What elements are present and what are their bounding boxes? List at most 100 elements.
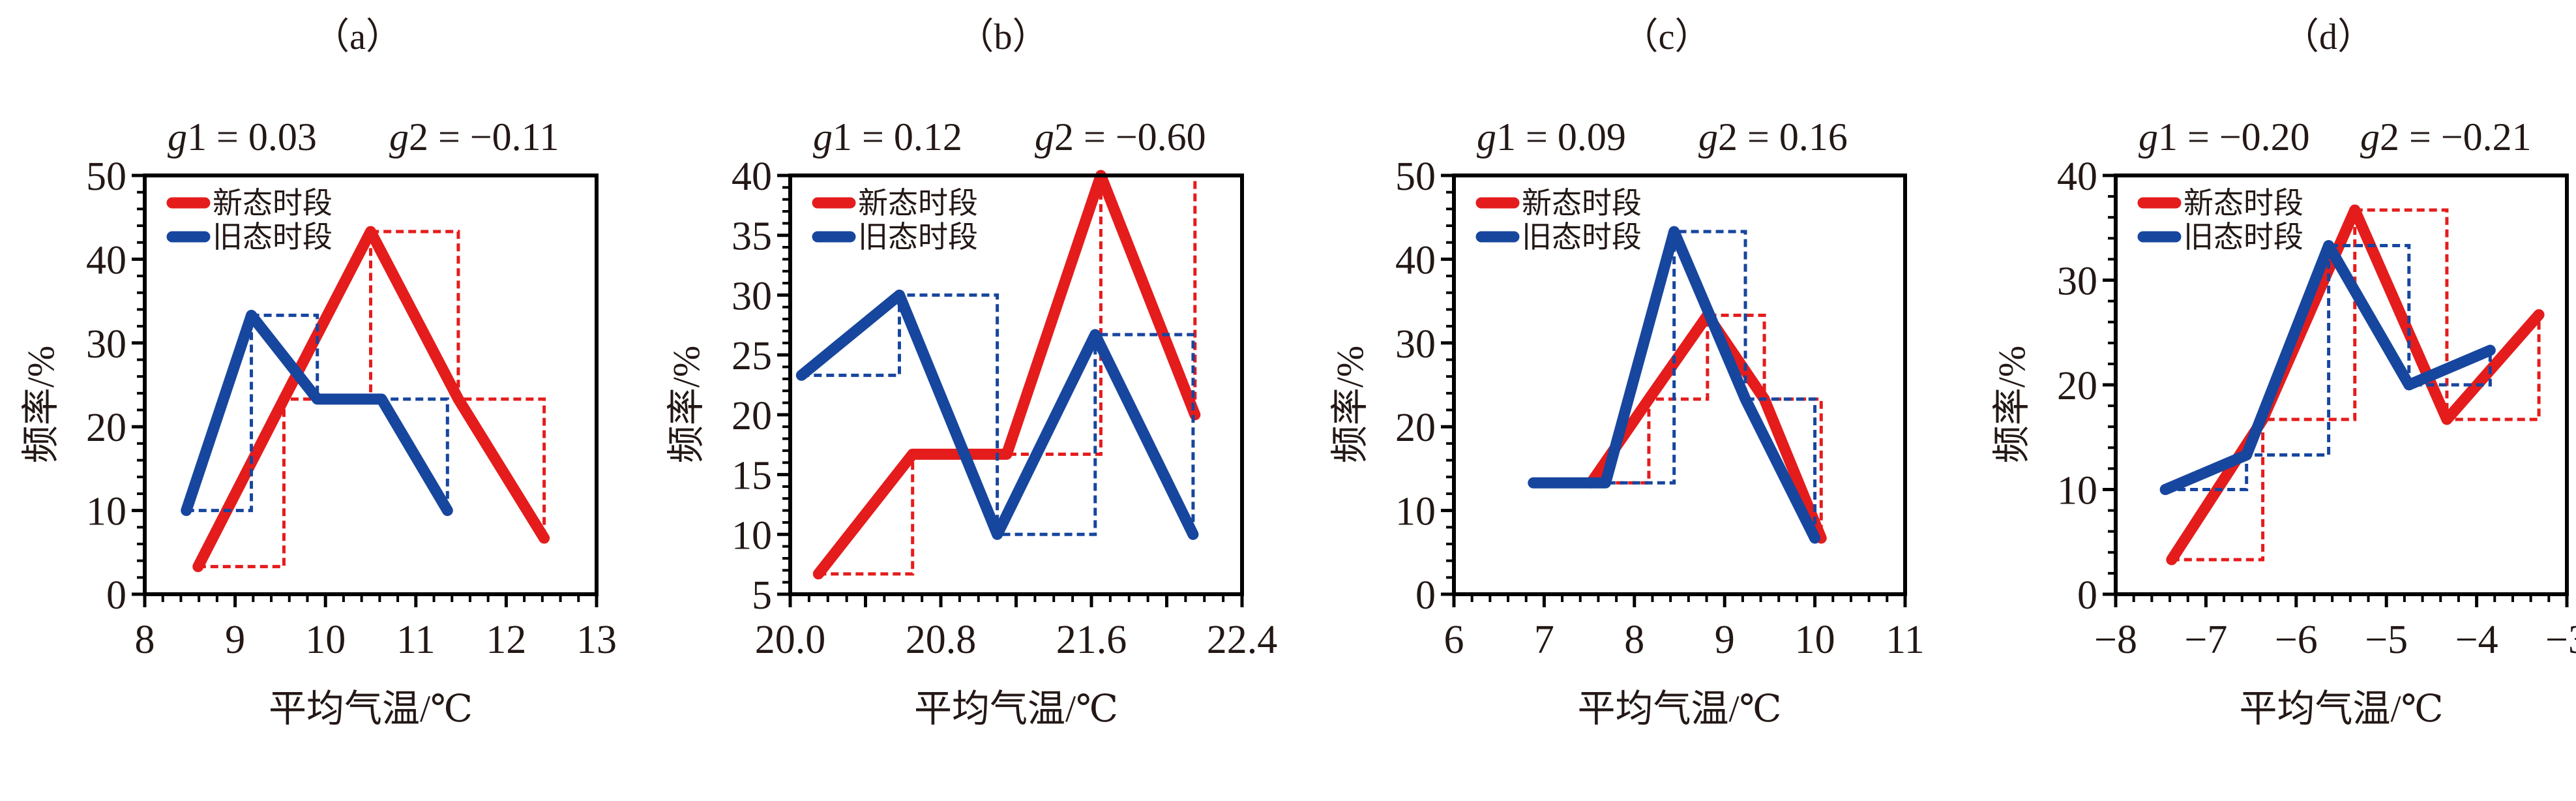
g-symbol: g	[1698, 115, 1718, 159]
legend-label-new: 新态时段	[213, 187, 333, 220]
y-tick-label: 30	[86, 322, 126, 367]
x-tick-label: 11	[1886, 618, 1925, 662]
y-tick-label: 15	[732, 454, 772, 498]
x-tick-label: 9	[1715, 618, 1735, 662]
legend-label-new: 新态时段	[1522, 187, 1642, 220]
g2-label: g2 = −0.21	[2360, 115, 2532, 159]
legend-label-old: 旧态时段	[213, 220, 333, 254]
y-tick-label: 40	[732, 155, 772, 199]
g-symbol: g	[2360, 115, 2380, 159]
panel-label: （b）	[958, 17, 1049, 57]
g-index: 1 = 0.09	[1496, 115, 1626, 159]
y-tick-label: 25	[732, 334, 772, 378]
x-tick-label: −5	[2365, 618, 2408, 662]
y-tick-label: 10	[2057, 469, 2097, 513]
g-symbol: g	[1035, 115, 1054, 159]
x-tick-label: 6	[1444, 618, 1464, 662]
y-tick-label: 0	[106, 573, 126, 618]
x-tick-label: −8	[2094, 618, 2137, 662]
x-axis-title: 平均气温/℃	[2240, 688, 2444, 730]
x-tick-label: 8	[1624, 618, 1644, 662]
g1-label: g1 = 0.09	[1477, 115, 1626, 159]
y-tick-label: 20	[732, 394, 772, 438]
y-tick-label: 10	[1395, 490, 1436, 534]
y-tick-label: 50	[86, 155, 126, 199]
g-index: 1 = 0.12	[833, 115, 962, 159]
g2-label: g2 = −0.60	[1035, 115, 1206, 159]
y-tick-label: 35	[732, 215, 772, 259]
x-tick-label: −4	[2455, 618, 2498, 662]
panel-label: （c）	[1622, 17, 1711, 57]
x-tick-label: −7	[2184, 618, 2227, 662]
plot-frame	[1452, 174, 1907, 596]
g2-label: g2 = 0.16	[1698, 115, 1848, 159]
x-tick-label: 10	[305, 618, 346, 662]
y-tick-label: 30	[732, 274, 772, 318]
x-tick-label: 9	[225, 618, 245, 662]
y-axis-title: 频率/%	[665, 346, 707, 463]
g1-label: g1 = −0.20	[2139, 115, 2310, 159]
x-tick-label: −6	[2275, 618, 2318, 662]
panel-label: （a）	[313, 17, 402, 57]
x-tick-label: 22.4	[1207, 618, 1278, 662]
g-index: 2 = −0.21	[2380, 115, 2532, 159]
g1-label: g1 = 0.03	[168, 115, 317, 159]
x-tick-label: 12	[486, 618, 526, 662]
g-symbol: g	[389, 115, 409, 159]
y-tick-label: 20	[1395, 406, 1436, 450]
legend-label-new: 新态时段	[858, 187, 978, 220]
series-step-1	[1533, 230, 1817, 538]
legend-label-old: 旧态时段	[1522, 220, 1642, 254]
y-tick-label: 0	[1415, 573, 1436, 618]
y-tick-label: 5	[752, 573, 772, 618]
g-index: 2 = −0.11	[409, 115, 559, 159]
chart-panel-b: （b）g1 = 0.12 g2 = −0.6051015202530354020.…	[665, 17, 1277, 730]
g2-label: g2 = −0.11	[389, 115, 559, 159]
y-tick-label: 40	[1395, 238, 1436, 282]
x-tick-label: 20.0	[755, 618, 826, 662]
panel-label: （d）	[2283, 17, 2374, 57]
x-tick-label: 11	[396, 618, 436, 662]
y-tick-label: 10	[86, 490, 126, 534]
x-axis-title: 平均气温/℃	[269, 688, 473, 730]
x-tick-label: 13	[576, 618, 617, 662]
g1-label: g1 = 0.12	[813, 115, 962, 159]
y-tick-label: 10	[732, 513, 772, 558]
series-step-1	[2165, 244, 2492, 491]
y-tick-label: 0	[2077, 573, 2097, 618]
g-index: 2 = 0.16	[1718, 115, 1848, 159]
plot-frame	[143, 174, 599, 596]
y-tick-label: 20	[2057, 364, 2097, 408]
y-tick-label: 30	[2057, 260, 2097, 304]
x-tick-label: 10	[1795, 618, 1835, 662]
legend-label-old: 旧态时段	[2184, 220, 2303, 254]
x-axis-title: 平均气温/℃	[914, 688, 1118, 730]
y-axis-title: 频率/%	[1991, 346, 2033, 463]
g-index: 2 = −0.60	[1054, 115, 1206, 159]
g-symbol: g	[2139, 115, 2158, 159]
y-tick-label: 40	[86, 238, 126, 282]
y-tick-label: 50	[1395, 155, 1436, 199]
x-tick-label: 21.6	[1056, 618, 1127, 662]
legend-label-new: 新态时段	[2184, 187, 2303, 220]
x-tick-label: 20.8	[906, 618, 977, 662]
y-tick-label: 20	[86, 406, 126, 450]
y-axis-title: 频率/%	[1329, 346, 1371, 463]
x-axis-title: 平均气温/℃	[1578, 688, 1782, 730]
y-tick-label: 40	[2057, 155, 2097, 199]
x-tick-label: −3	[2545, 618, 2576, 662]
g-symbol: g	[1477, 115, 1496, 159]
series-step-0	[198, 230, 546, 569]
x-tick-label: 8	[135, 618, 155, 662]
g-index: 1 = 0.03	[187, 115, 317, 159]
g-index: 1 = −0.20	[2158, 115, 2310, 159]
g-symbol: g	[168, 115, 187, 159]
